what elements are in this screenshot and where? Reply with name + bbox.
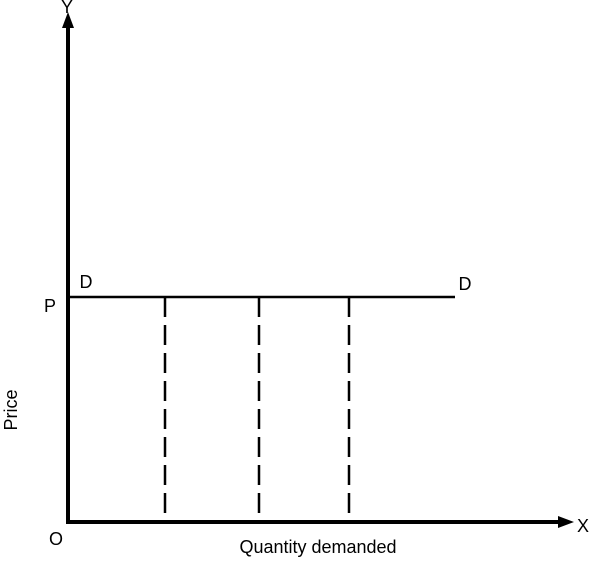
curve-label: D [80, 272, 93, 292]
price-label: P [44, 296, 56, 316]
x-axis-arrow [558, 516, 574, 528]
x-axis-label: X [577, 516, 589, 536]
y-axis-arrow [62, 12, 74, 28]
y-axis-label: Y [61, 0, 73, 17]
y-axis-title: Price [1, 389, 21, 430]
curve-label: D [459, 274, 472, 294]
origin-label: O [49, 529, 63, 549]
x-axis-title: Quantity demanded [239, 537, 396, 557]
